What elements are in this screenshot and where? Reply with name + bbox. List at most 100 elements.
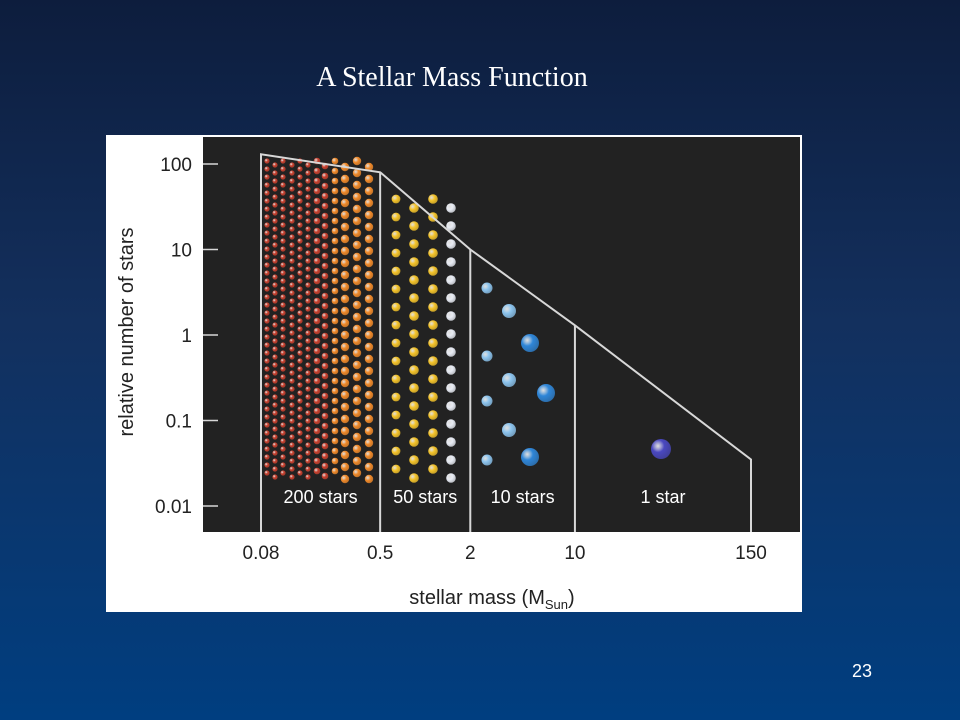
- star-marker: [264, 222, 270, 228]
- star-marker: [280, 214, 286, 220]
- star-marker: [280, 454, 286, 460]
- star-marker: [264, 422, 270, 428]
- star-marker: [313, 307, 321, 315]
- star-marker: [331, 427, 339, 435]
- star-marker: [446, 221, 456, 231]
- star-marker: [289, 378, 295, 384]
- star-marker: [264, 158, 270, 164]
- star-marker: [446, 347, 456, 357]
- star-marker: [313, 167, 321, 175]
- star-marker: [289, 250, 295, 256]
- star-marker: [331, 337, 339, 345]
- star-marker: [364, 462, 374, 472]
- star-marker: [502, 423, 516, 437]
- star-marker: [280, 430, 286, 436]
- star-marker: [280, 206, 286, 212]
- x-axis-label-close: ): [568, 587, 575, 609]
- star-marker: [272, 450, 278, 456]
- star-marker: [428, 230, 438, 240]
- stars-layer: [264, 156, 671, 484]
- star-marker: [340, 246, 350, 256]
- star-marker: [331, 417, 339, 425]
- star-marker: [331, 237, 339, 245]
- star-marker: [297, 318, 303, 324]
- star-marker: [305, 442, 311, 448]
- star-marker: [391, 374, 401, 384]
- star-marker: [352, 168, 362, 178]
- star-marker: [297, 246, 303, 252]
- x-axis-label-text: stellar mass (M: [409, 587, 545, 609]
- x-tick-label: 2: [465, 543, 476, 564]
- star-marker: [305, 162, 311, 168]
- star-marker: [264, 254, 270, 260]
- star-marker: [313, 347, 321, 355]
- star-marker: [272, 290, 278, 296]
- star-marker: [391, 266, 401, 276]
- star-marker: [289, 330, 295, 336]
- star-marker: [321, 392, 329, 400]
- star-marker: [289, 258, 295, 264]
- star-marker: [313, 387, 321, 395]
- star-marker: [297, 190, 303, 196]
- star-marker: [321, 352, 329, 360]
- star-marker: [272, 186, 278, 192]
- star-marker: [340, 270, 350, 280]
- star-marker: [321, 402, 329, 410]
- star-marker: [446, 239, 456, 249]
- star-marker: [289, 474, 295, 480]
- star-marker: [364, 378, 374, 388]
- star-marker: [264, 302, 270, 308]
- star-marker: [446, 329, 456, 339]
- star-marker: [305, 186, 311, 192]
- star-marker: [313, 277, 321, 285]
- star-marker: [289, 306, 295, 312]
- star-marker: [331, 317, 339, 325]
- star-marker: [409, 473, 419, 483]
- star-marker: [305, 314, 311, 320]
- star-marker: [352, 456, 362, 466]
- star-marker: [289, 314, 295, 320]
- star-marker: [297, 422, 303, 428]
- star-marker: [264, 390, 270, 396]
- star-marker: [352, 228, 362, 238]
- star-marker: [331, 307, 339, 315]
- star-marker: [321, 192, 329, 200]
- star-marker: [321, 332, 329, 340]
- star-marker: [428, 446, 438, 456]
- star-marker: [297, 438, 303, 444]
- star-marker: [352, 408, 362, 418]
- star-marker: [409, 293, 419, 303]
- star-marker: [280, 286, 286, 292]
- star-marker: [313, 197, 321, 205]
- star-marker: [321, 462, 329, 470]
- star-marker: [364, 234, 374, 244]
- star-marker: [264, 406, 270, 412]
- star-marker: [352, 312, 362, 322]
- star-marker: [297, 254, 303, 260]
- star-marker: [289, 402, 295, 408]
- star-marker: [305, 210, 311, 216]
- star-marker: [409, 203, 419, 213]
- star-marker: [280, 166, 286, 172]
- star-marker: [313, 407, 321, 415]
- star-marker: [272, 306, 278, 312]
- star-marker: [352, 288, 362, 298]
- star-marker: [340, 354, 350, 364]
- star-marker: [297, 278, 303, 284]
- star-marker: [391, 320, 401, 330]
- star-marker: [331, 217, 339, 225]
- star-marker: [391, 392, 401, 402]
- star-marker: [391, 410, 401, 420]
- star-marker: [321, 282, 329, 290]
- star-marker: [321, 272, 329, 280]
- star-marker: [481, 282, 493, 294]
- star-marker: [272, 434, 278, 440]
- star-marker: [409, 275, 419, 285]
- star-marker: [340, 402, 350, 412]
- star-marker: [305, 226, 311, 232]
- star-marker: [305, 274, 311, 280]
- star-marker: [297, 358, 303, 364]
- star-marker: [272, 378, 278, 384]
- star-marker: [272, 202, 278, 208]
- star-marker: [305, 418, 311, 424]
